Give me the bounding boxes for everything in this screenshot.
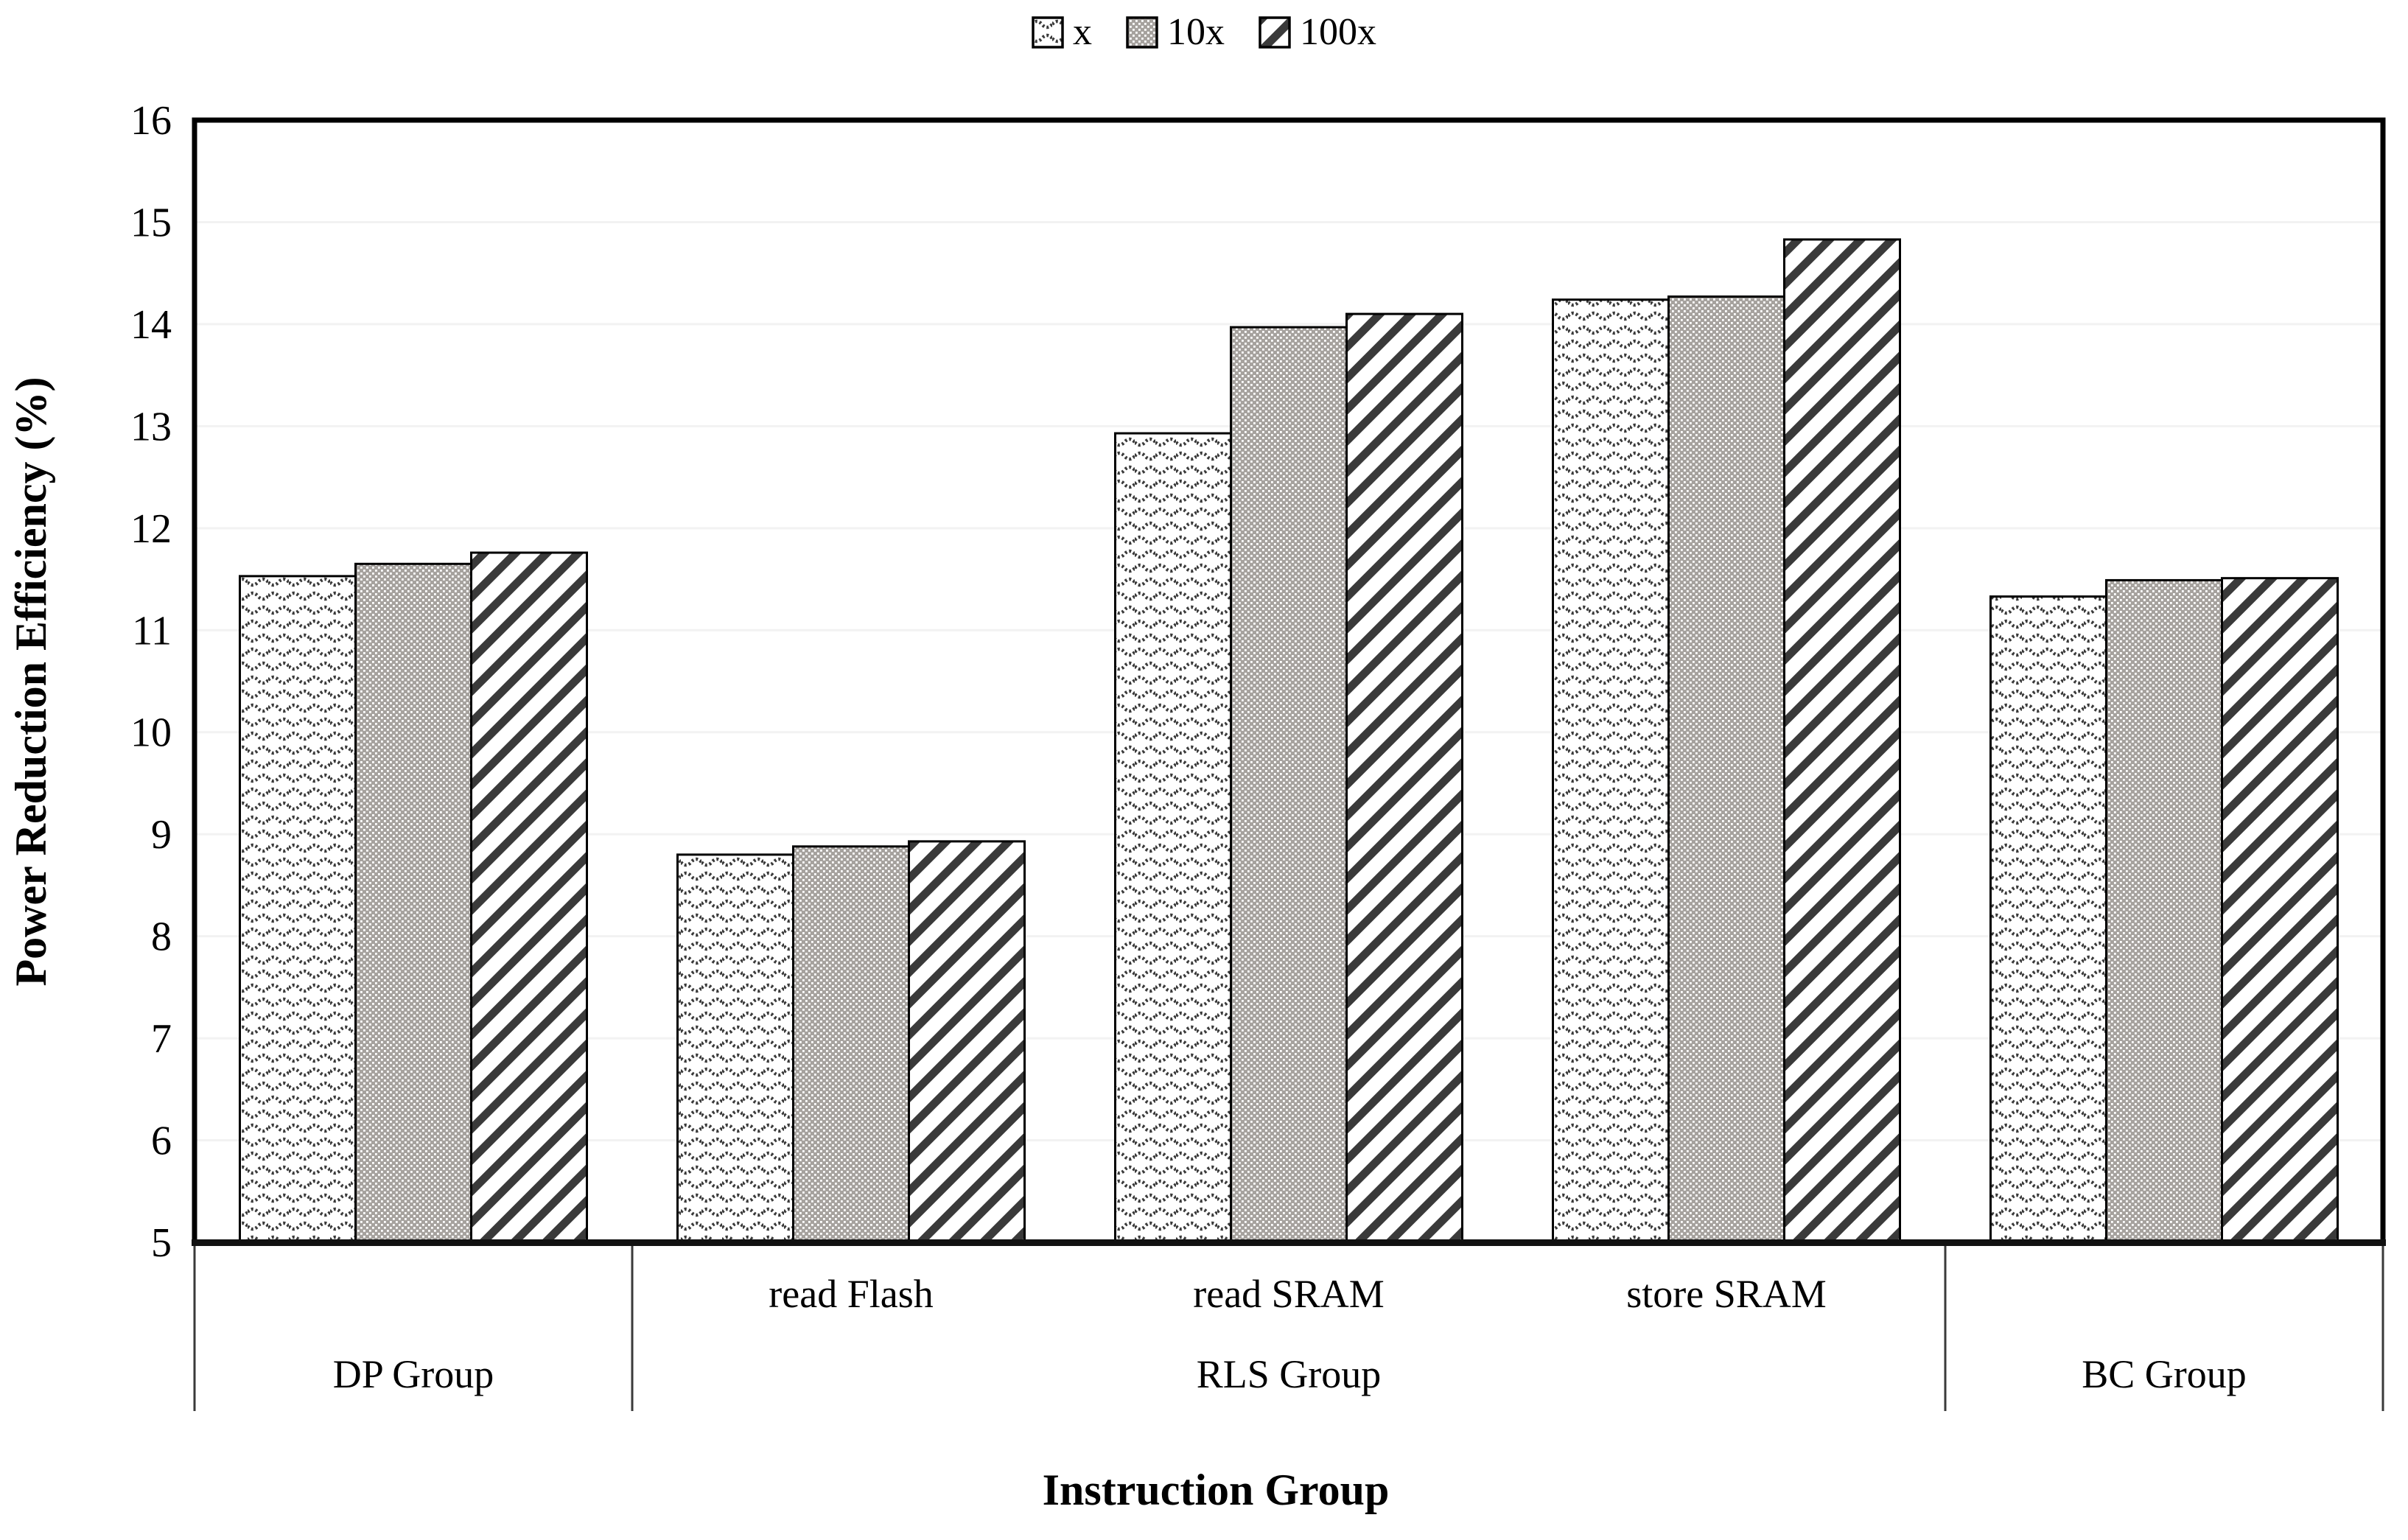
y-axis-title: Power Reduction Efficiency (%) [7,377,55,986]
y-tick-label-15: 15 [130,200,172,245]
group-label-dp-group: DP Group [333,1352,494,1396]
bar-100x-read Flash [908,840,1026,1244]
bar-10x-read Flash [792,845,910,1244]
y-tick-label-7: 7 [151,1016,172,1062]
category-label-read-flash: read Flash [769,1272,933,1316]
bar-100x-DP Group [470,551,588,1244]
legend-swatch-dotted-wave-icon [1032,16,1064,49]
group-label-rls-group: RLS Group [1197,1352,1382,1396]
y-tick-label-14: 14 [130,302,172,348]
category-label-store-sram: store SRAM [1626,1272,1827,1316]
y-tick-label-10: 10 [130,710,172,756]
bar-x-read SRAM [1114,432,1232,1244]
bar-100x-BC Group [2221,577,2339,1244]
group-label-bc-group: BC Group [2082,1352,2247,1396]
y-tick-label-6: 6 [151,1119,172,1164]
legend-swatch-gray-dot-grid-icon [1126,16,1158,49]
y-tick-label-8: 8 [151,914,172,960]
bar-x-store SRAM [1552,298,1670,1244]
x-axis-title: Instruction Group [1043,1466,1390,1514]
bar-x-DP Group [239,575,357,1244]
legend-label-10x: 10x [1167,11,1225,53]
bar-x-read Flash [676,853,794,1244]
bar-x-BC Group [1989,595,2107,1244]
labels-layer: DP Group RLS Group BC Group read Flash read … [130,98,2247,1396]
y-tick-label-11: 11 [132,608,172,654]
bar-10x-store SRAM [1667,295,1785,1244]
y-tick-label-16: 16 [130,98,172,144]
category-label-read-sram: read SRAM [1193,1272,1384,1316]
bar-10x-DP Group [354,562,472,1244]
bars-layer [239,238,2339,1244]
y-tick-label-12: 12 [130,506,172,552]
legend-item-100x: 100x [1259,13,1376,52]
legend-label-100x: 100x [1300,11,1376,53]
legend-label-x: x [1073,11,1092,53]
bar-100x-store SRAM [1783,238,1901,1244]
axis-layer [192,117,2386,1411]
y-tick-label-5: 5 [151,1220,172,1266]
y-tick-label-9: 9 [151,812,172,858]
bar-10x-BC Group [2105,578,2223,1244]
bar-10x-read SRAM [1230,326,1348,1244]
legend-item-x: x [1032,13,1092,52]
bar-100x-read SRAM [1345,312,1463,1244]
legend: x 10x 100x [0,13,2408,52]
legend-item-10x: 10x [1126,13,1225,52]
y-tick-label-13: 13 [130,404,172,449]
x-axis-baseline [192,1239,2386,1246]
legend-swatch-diagonal-stripe-icon [1259,16,1291,49]
